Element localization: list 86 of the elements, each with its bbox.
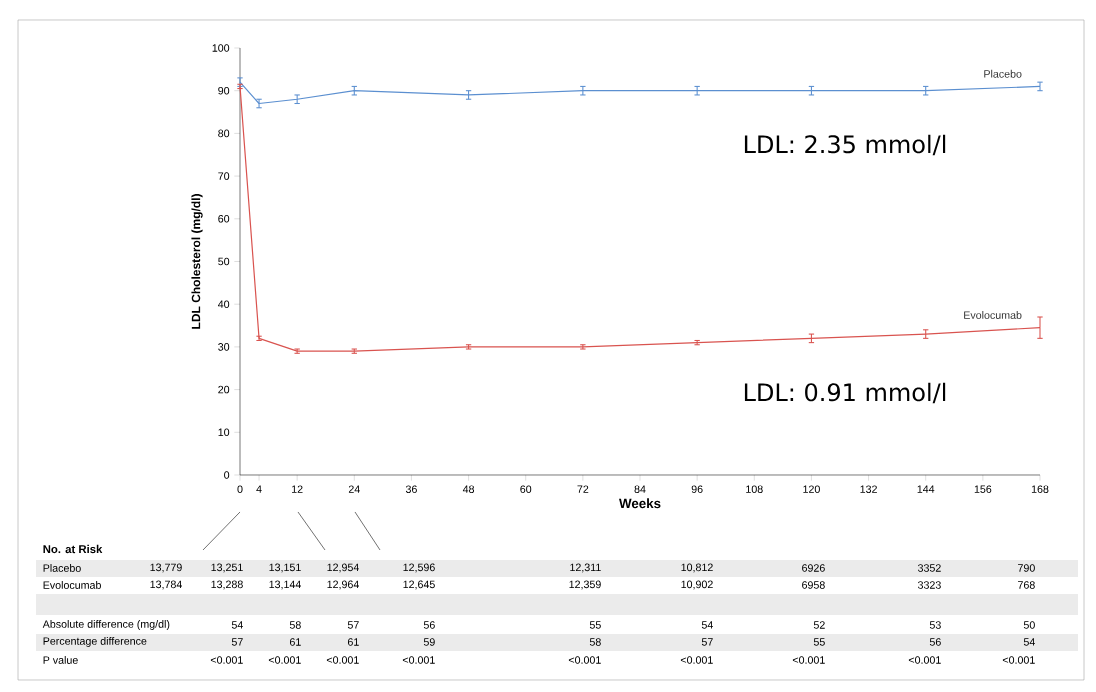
text: 56 (423, 621, 435, 629)
text: 12,596 (403, 563, 435, 573)
text: <0.001 (326, 656, 359, 664)
text: 12,954 (327, 563, 359, 573)
text: 12,964 (327, 580, 359, 590)
y-tick-label: 60 (218, 215, 230, 223)
text: 55 (589, 621, 601, 629)
y-tick-label: 70 (218, 172, 230, 180)
x-tick-label: 132 (860, 485, 877, 493)
text: <0.001 (908, 656, 941, 664)
y-tick-label: 90 (218, 86, 230, 95)
x-axis-title: Weeks (619, 498, 661, 509)
y-tick-label: 0 (224, 471, 230, 479)
y-tick-label: 30 (218, 343, 230, 351)
y-tick-label: 20 (218, 385, 230, 394)
text: 790 (1018, 564, 1035, 572)
text: 55 (813, 638, 825, 646)
text: 59 (423, 638, 435, 646)
text: <0.001 (792, 656, 825, 664)
text: <0.001 (680, 656, 713, 664)
text: 6926 (802, 564, 825, 572)
x-tick-label: 60 (520, 485, 532, 493)
text: 61 (289, 638, 301, 646)
x-tick-label: 12 (292, 485, 303, 493)
text: 56 (929, 638, 941, 646)
text: <0.001 (568, 656, 601, 664)
text: Absolute difference (mg/dl) (42, 620, 170, 630)
text: 13,151 (269, 563, 301, 573)
text: 53 (929, 621, 941, 629)
x-tick-label: 84 (634, 485, 646, 493)
x-tick-label: 72 (577, 485, 589, 493)
text: 54 (231, 621, 243, 629)
text: 54 (1023, 638, 1035, 646)
text: 10,812 (681, 563, 713, 573)
text: No. at Risk (43, 544, 103, 554)
x-tick-label: 108 (746, 485, 763, 493)
x-tick-label: 0 (237, 485, 243, 493)
annotation: LDL: 0.91 mmol/l (744, 382, 946, 404)
text: 13,784 (150, 580, 182, 590)
text: Percentage difference (43, 637, 147, 647)
y-tick-label: 80 (218, 129, 230, 138)
text: 57 (701, 638, 713, 646)
x-tick-label: 120 (803, 485, 820, 493)
text: 61 (347, 638, 359, 646)
text: 3323 (917, 581, 941, 589)
text: 57 (231, 638, 243, 646)
x-tick-label: 4 (256, 485, 262, 493)
x-tick-label: 144 (917, 485, 935, 493)
x-tick-label: 156 (974, 485, 992, 493)
text: 13,288 (211, 580, 243, 590)
text: <0.001 (210, 656, 243, 664)
text: 12,359 (569, 580, 601, 590)
series-label: Evolocumab (964, 311, 1022, 319)
x-tick-label: 48 (462, 485, 475, 493)
text: 13,779 (150, 563, 182, 573)
text: 58 (289, 621, 301, 629)
text: 12,645 (403, 580, 435, 590)
y-tick-label: 50 (218, 257, 230, 266)
y-tick-label: 10 (218, 428, 230, 437)
text: 13,144 (269, 580, 301, 590)
text: 52 (813, 621, 825, 629)
text: 57 (347, 621, 359, 629)
text: P value (43, 656, 78, 664)
text: 58 (589, 638, 601, 646)
text: 12,311 (570, 563, 601, 573)
text: 54 (701, 621, 713, 629)
text: <0.001 (268, 656, 301, 664)
y-tick-label: 100 (212, 44, 230, 52)
x-tick-label: 24 (348, 485, 360, 493)
text: 10,902 (681, 580, 713, 590)
y-tick-label: 40 (217, 300, 230, 308)
y-axis-title: LDL Cholesterol (mg/dl) (191, 194, 203, 329)
text: 13,251 (211, 563, 243, 573)
x-tick-label: 36 (405, 485, 417, 493)
text: <0.001 (402, 656, 435, 664)
annotation: LDL: 2.35 mmol/l (744, 134, 946, 156)
text: 6958 (802, 581, 825, 589)
text: Evolocumab (43, 581, 101, 589)
series-label: Placebo (984, 69, 1022, 78)
text: 50 (1023, 621, 1035, 629)
x-tick-label: 168 (1031, 485, 1049, 493)
text: <0.001 (1002, 656, 1035, 664)
text: Placebo (43, 564, 81, 572)
x-tick-label: 96 (691, 485, 703, 493)
text: 3352 (917, 564, 941, 572)
text: 768 (1018, 581, 1035, 589)
